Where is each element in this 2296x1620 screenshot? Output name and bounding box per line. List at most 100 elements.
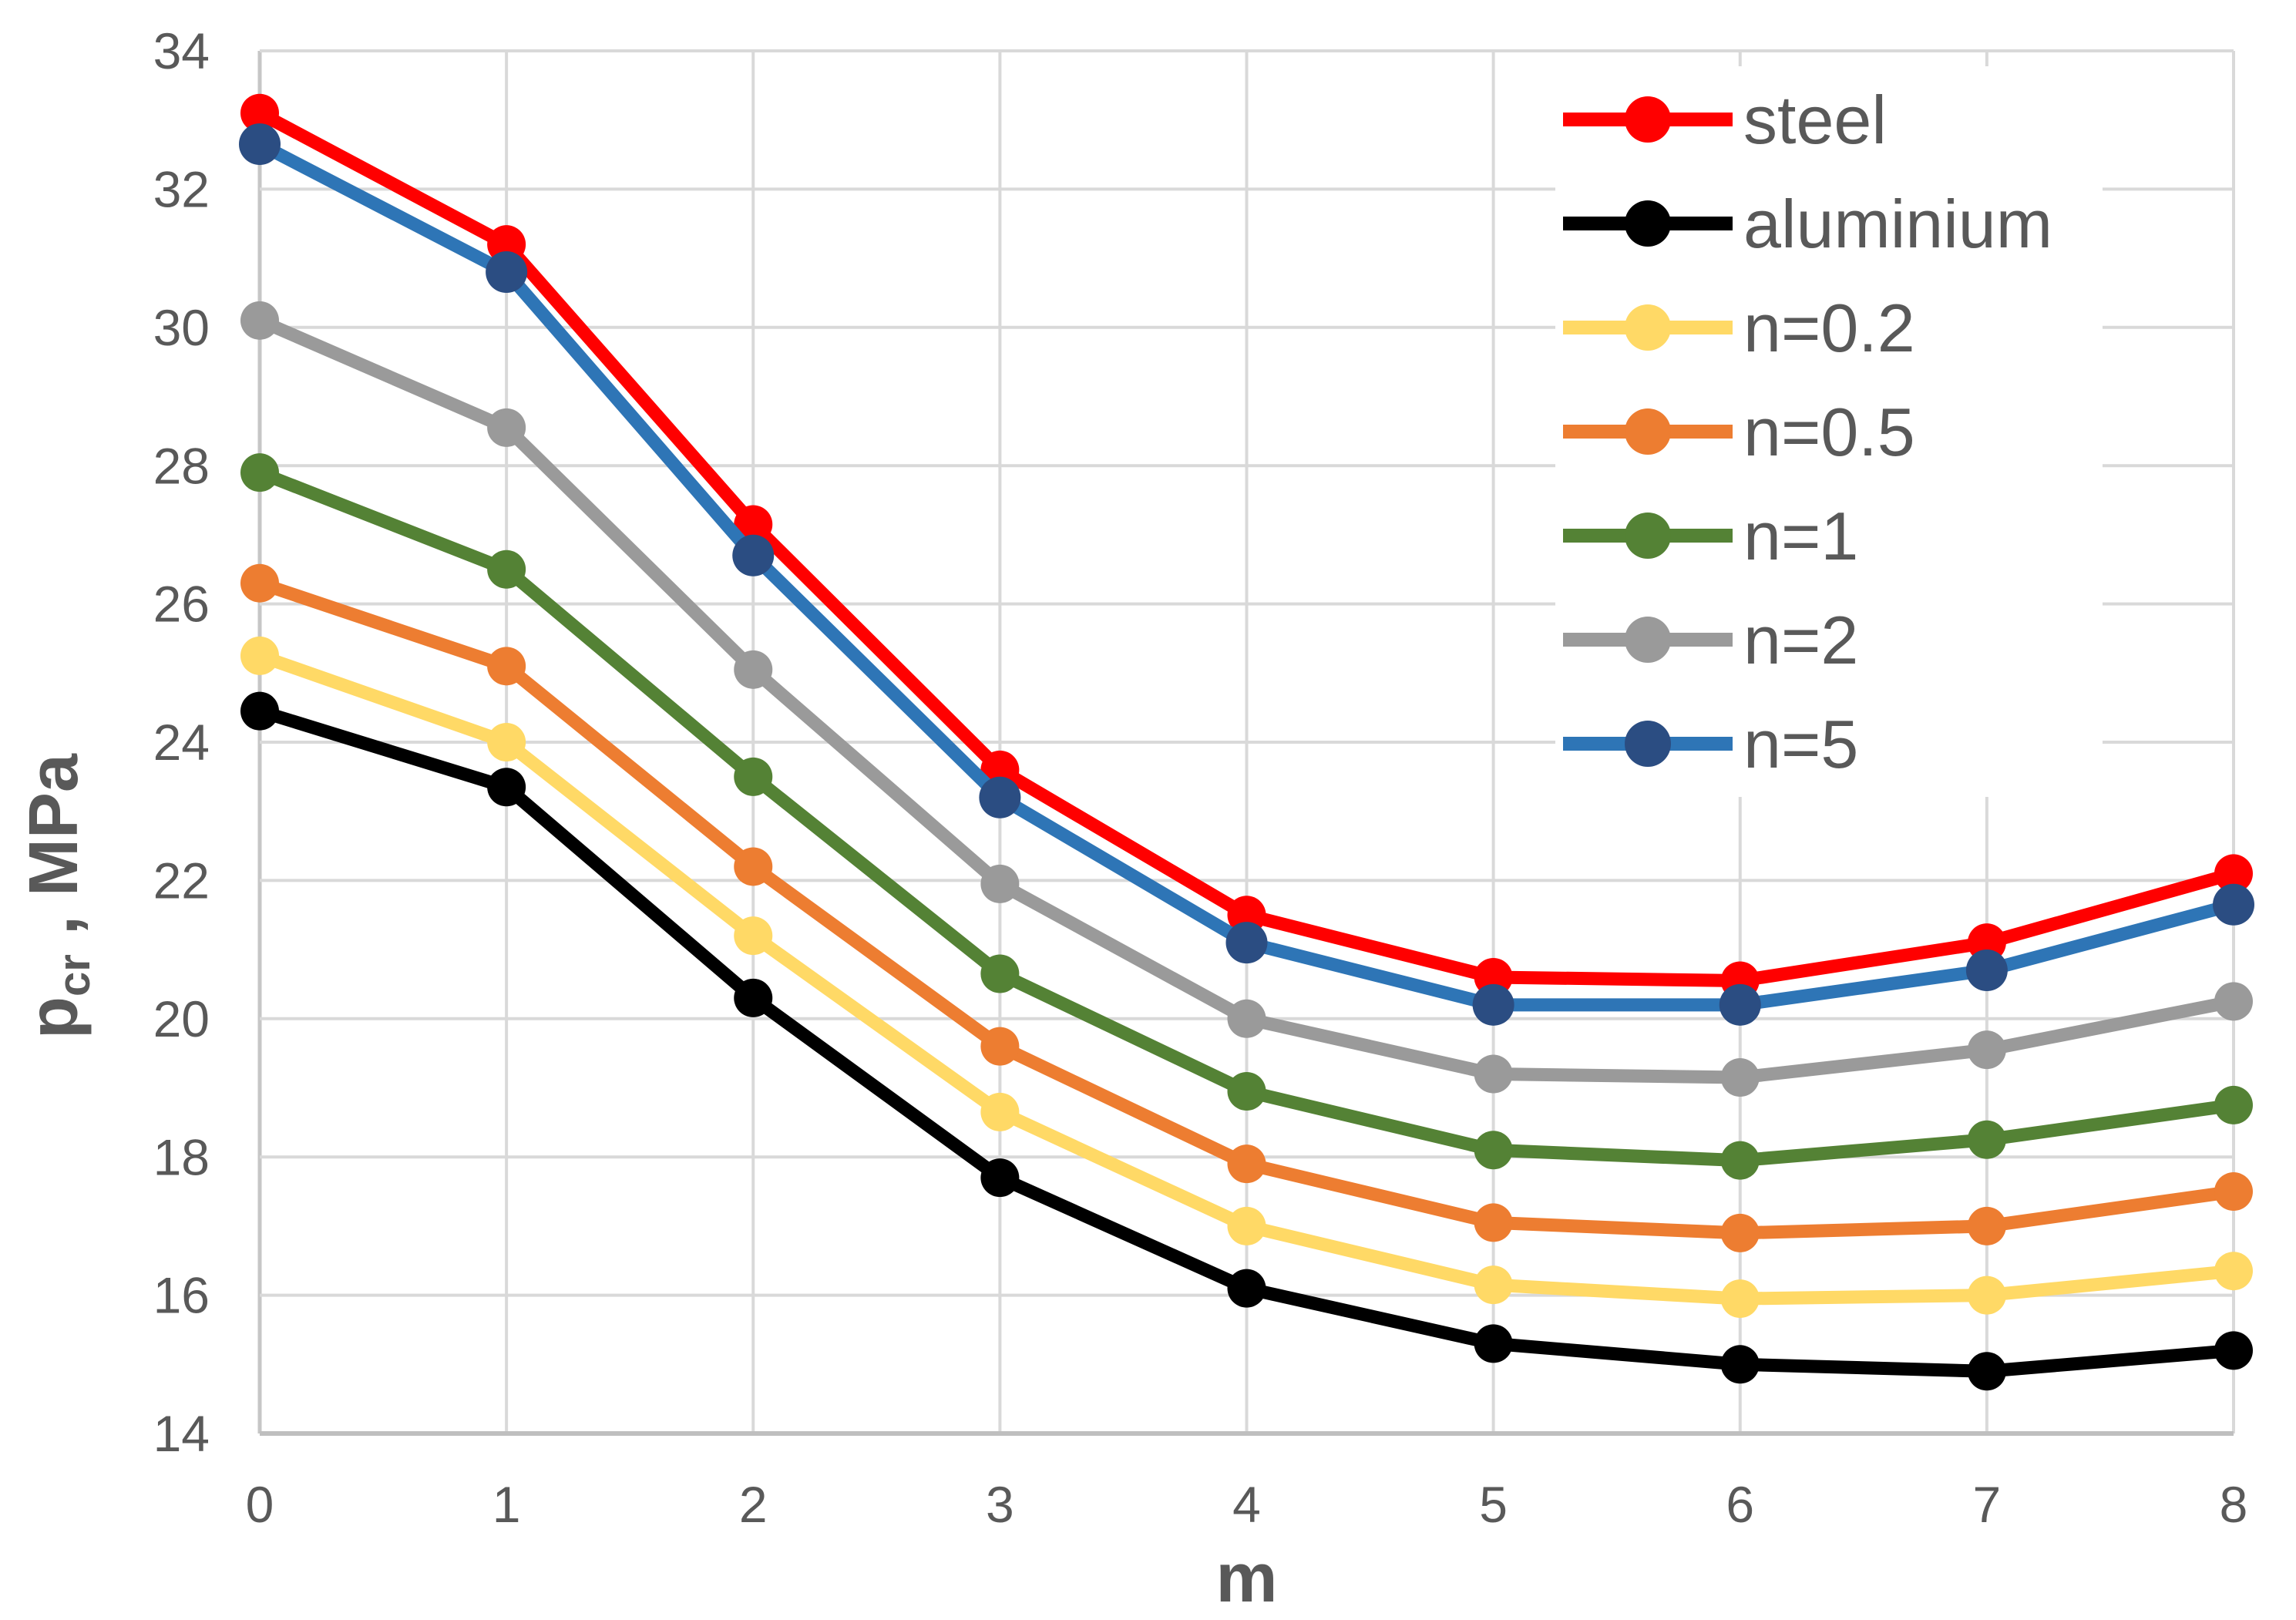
series-n=2 — [240, 301, 2253, 1097]
data-point-n=5-m0 — [239, 123, 281, 166]
data-point-n=2-m4 — [1227, 999, 1266, 1038]
data-point-n=0.2-m3 — [980, 1092, 1020, 1131]
data-point-n=5-m6 — [1719, 983, 1761, 1026]
x-tick-label-1: 1 — [492, 1476, 521, 1533]
data-point-steel-m0 — [240, 93, 279, 133]
data-point-n=2-m2 — [734, 650, 773, 689]
y-tick-label-28: 28 — [153, 437, 210, 494]
legend-item-steel: steel — [1563, 82, 1887, 158]
x-tick-label-0: 0 — [246, 1476, 274, 1533]
x-tick-label-3: 3 — [986, 1476, 1014, 1533]
x-axis-title: m — [1215, 1540, 1277, 1617]
data-point-n=5-m3 — [979, 776, 1021, 818]
data-point-n=5-m4 — [1225, 922, 1268, 964]
y-tick-label-30: 30 — [153, 299, 210, 356]
y-axis-title: pcr , MPa — [15, 753, 99, 1039]
data-point-n=0.5-m3 — [980, 1027, 1020, 1066]
x-tick-label-8: 8 — [2220, 1476, 2248, 1533]
y-tick-label-32: 32 — [153, 161, 210, 218]
legend-label-n=0.5: n=0.5 — [1743, 394, 1915, 470]
legend-marker-aluminium — [1625, 200, 1671, 247]
data-point-n=0.5-m6 — [1720, 1213, 1760, 1252]
legend-item-n=0.2: n=0.2 — [1563, 290, 1915, 366]
x-tick-label-5: 5 — [1479, 1476, 1508, 1533]
y-tick-label-26: 26 — [153, 576, 210, 633]
data-point-n=0.5-m4 — [1227, 1144, 1266, 1184]
data-point-n=0.5-m7 — [1967, 1206, 2006, 1245]
legend-item-n=5: n=5 — [1563, 706, 1858, 782]
y-tick-label-24: 24 — [153, 714, 210, 771]
data-point-n=2-m7 — [1967, 1030, 2006, 1070]
data-point-aluminium-m6 — [1720, 1345, 1760, 1384]
data-point-n=0.5-m2 — [734, 847, 773, 886]
legend-label-n=0.2: n=0.2 — [1743, 290, 1915, 366]
legend-label-n=5: n=5 — [1743, 706, 1858, 782]
series-n=0.2 — [240, 636, 2253, 1319]
data-point-n=0.2-m1 — [487, 723, 526, 761]
data-point-n=1-m4 — [1227, 1071, 1266, 1111]
data-point-steel-m8 — [2214, 854, 2253, 893]
legend-marker-n=0.5 — [1625, 408, 1671, 455]
data-point-n=2-m6 — [1720, 1058, 1760, 1097]
data-point-n=1-m3 — [980, 954, 1020, 993]
data-point-n=0.5-m1 — [487, 647, 526, 686]
series-n=1 — [240, 453, 2253, 1180]
data-point-n=5-m8 — [2213, 883, 2254, 926]
data-point-n=5-m2 — [732, 534, 775, 576]
data-point-aluminium-m7 — [1967, 1352, 2006, 1391]
legend-marker-steel — [1625, 96, 1671, 143]
legend-item-n=0.5: n=0.5 — [1563, 394, 1915, 470]
y-tick-label-18: 18 — [153, 1128, 210, 1185]
data-point-n=0.2-m5 — [1474, 1265, 1513, 1305]
series-lines — [239, 93, 2254, 1391]
x-tick-label-7: 7 — [1973, 1476, 2002, 1533]
data-point-n=2-m0 — [240, 301, 279, 340]
data-point-n=1-m7 — [1967, 1120, 2006, 1159]
y-tick-label-16: 16 — [153, 1267, 210, 1324]
data-point-n=0.2-m4 — [1227, 1206, 1266, 1245]
data-point-n=0.5-m8 — [2214, 1172, 2253, 1212]
legend: steel aluminium n=0.2 n=0.5 n=1 n=2 n=5 — [1555, 66, 2103, 797]
data-point-aluminium-m3 — [980, 1158, 1020, 1198]
legend-marker-n=5 — [1625, 721, 1671, 767]
x-tick-label-6: 6 — [1726, 1476, 1754, 1533]
data-point-aluminium-m4 — [1227, 1269, 1266, 1308]
legend-marker-n=1 — [1625, 513, 1671, 559]
series-n=5 — [239, 123, 2254, 1026]
data-point-n=1-m1 — [487, 550, 526, 589]
legend-item-n=2: n=2 — [1563, 602, 1858, 678]
data-point-steel-m2 — [734, 505, 773, 544]
legend-label-n=2: n=2 — [1743, 602, 1858, 678]
data-point-n=1-m6 — [1720, 1141, 1760, 1180]
data-point-n=1-m5 — [1474, 1131, 1513, 1170]
data-point-aluminium-m5 — [1474, 1324, 1513, 1363]
data-point-n=0.2-m7 — [1967, 1275, 2006, 1315]
data-point-n=2-m8 — [2214, 982, 2253, 1021]
legend-label-aluminium: aluminium — [1743, 186, 2052, 262]
data-point-n=0.2-m0 — [240, 636, 279, 675]
data-point-n=1-m0 — [240, 453, 279, 492]
data-point-n=0.5-m5 — [1474, 1203, 1513, 1242]
data-point-aluminium-m2 — [734, 978, 773, 1017]
x-tick-label-2: 2 — [739, 1476, 768, 1533]
series-n=0.5 — [240, 563, 2253, 1252]
legend-item-aluminium: aluminium — [1563, 186, 2052, 262]
data-point-n=5-m1 — [486, 251, 528, 294]
legend-item-n=1: n=1 — [1563, 498, 1858, 574]
data-point-n=5-m5 — [1472, 983, 1514, 1026]
legend-label-steel: steel — [1743, 82, 1887, 158]
data-point-n=0.2-m6 — [1720, 1279, 1760, 1319]
data-point-n=1-m2 — [734, 757, 773, 796]
legend-label-n=1: n=1 — [1743, 498, 1858, 574]
y-tick-label-20: 20 — [153, 990, 210, 1047]
y-tick-label-14: 14 — [153, 1405, 210, 1462]
data-point-n=2-m1 — [487, 408, 526, 447]
data-point-aluminium-m0 — [240, 691, 279, 731]
legend-marker-n=2 — [1625, 617, 1671, 663]
data-point-n=0.5-m0 — [240, 563, 279, 603]
series-aluminium — [240, 691, 2253, 1391]
data-point-n=0.2-m8 — [2214, 1252, 2253, 1291]
